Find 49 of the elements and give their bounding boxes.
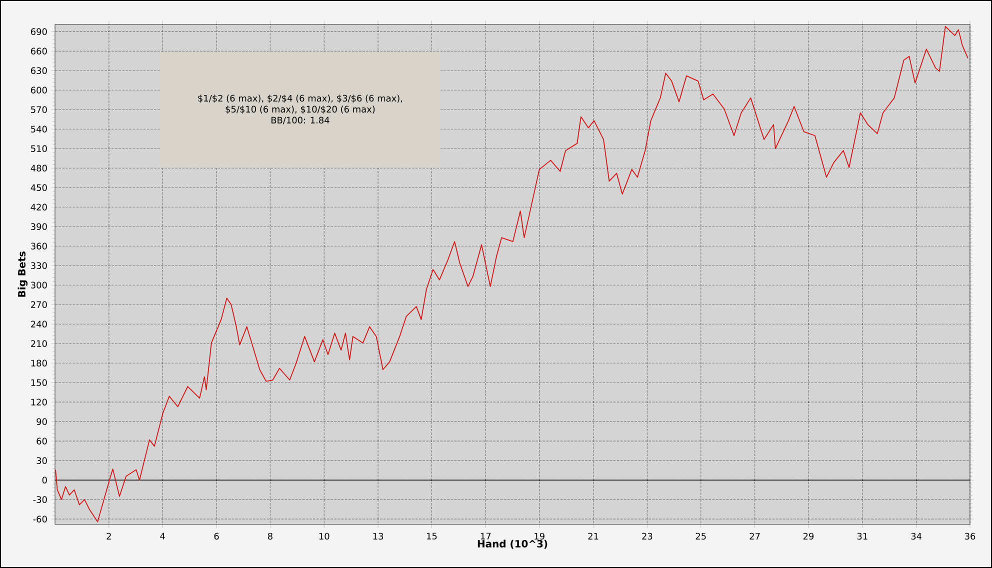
y-tick-label: 480 xyxy=(30,164,47,172)
y-tick-label: 660 xyxy=(30,48,47,55)
y-tick-label: 510 xyxy=(31,145,47,152)
y-tick-label: 90 xyxy=(36,418,47,425)
y-tick-label: 180 xyxy=(31,360,47,366)
x-tick-label: 13 xyxy=(373,532,384,540)
y-tick-label: 540 xyxy=(31,126,47,133)
y-tick-label: 60 xyxy=(36,438,47,444)
y-tick-label: 450 xyxy=(30,184,47,192)
annotation: $5/$10 (6 max), $10/$20 (6 max) xyxy=(226,106,375,114)
y-tick-label: 330 xyxy=(31,262,47,270)
x-tick-label: 15 xyxy=(427,532,437,540)
y-tick-label: -30 xyxy=(33,496,47,503)
line-series xyxy=(55,26,968,522)
y-tick-label: -60 xyxy=(33,516,47,522)
y-tick-label: 570 xyxy=(31,106,47,114)
x-tick-label: 19 xyxy=(534,532,544,540)
x-tick-label: 10 xyxy=(319,532,330,540)
x-tick-label: 17 xyxy=(480,532,491,540)
y-tick-label: 240 xyxy=(31,320,47,328)
y-tick-label: 120 xyxy=(31,398,47,406)
y-tick-label: 300 xyxy=(31,282,47,289)
y-tick-label: 30 xyxy=(36,457,47,464)
x-axis-title: Hand (10^3) xyxy=(478,540,548,549)
x-tick-label: 27 xyxy=(750,532,760,540)
y-tick-label: 390 xyxy=(31,223,47,230)
y-tick-label: 150 xyxy=(31,379,47,386)
x-tick-label: 21 xyxy=(588,532,598,540)
x-tick-label: 8 xyxy=(268,532,272,540)
y-tick-label: 270 xyxy=(31,301,47,308)
annotation: BB/100: 1.84 xyxy=(271,116,330,124)
x-tick-label: 31 xyxy=(857,532,868,540)
y-tick-label: 420 xyxy=(30,204,47,211)
y-tick-label: 600 xyxy=(30,86,47,94)
y-tick-label: 210 xyxy=(31,340,47,348)
x-tick-label: 4 xyxy=(160,532,165,540)
y-axis-title: Big Bets xyxy=(18,252,28,297)
x-tick-label: 34 xyxy=(911,532,922,540)
x-tick-label: 23 xyxy=(642,532,652,540)
x-tick-label: 36 xyxy=(964,532,976,540)
y-tick-label: 630 xyxy=(30,67,47,74)
x-tick-label: 29 xyxy=(803,532,814,540)
x-tick-label: 6 xyxy=(214,532,219,540)
x-tick-label: 2 xyxy=(106,532,111,540)
annotation: $1/$2 (6 max), $2/$4 (6 max), $3/$6 (6 max), xyxy=(198,94,402,103)
x-tick-label: 25 xyxy=(696,532,706,540)
y-tick-label: 0 xyxy=(42,476,47,484)
y-tick-label: 690 xyxy=(30,28,47,36)
y-tick-label: 360 xyxy=(31,242,47,250)
